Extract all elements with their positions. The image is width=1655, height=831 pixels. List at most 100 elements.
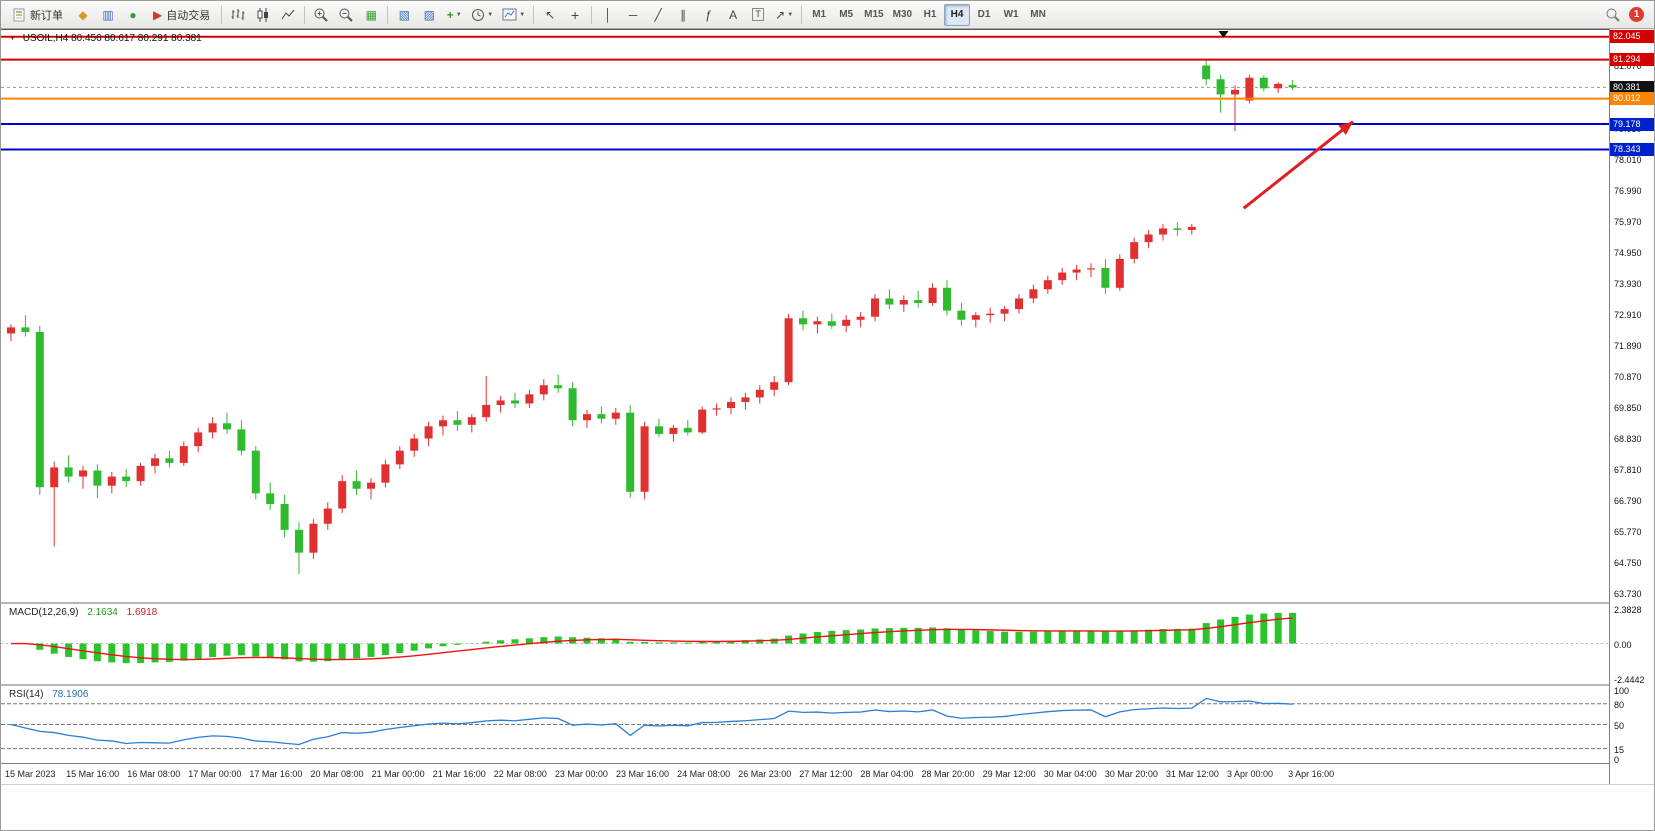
macd-value-signal: 1.6918 <box>126 607 158 618</box>
clock-icon <box>472 8 485 21</box>
data-window-button[interactable]: ▥ <box>96 4 120 26</box>
rsi-panel[interactable] <box>1 686 1609 763</box>
indicators-button[interactable]: + ▼ <box>442 4 466 26</box>
bar-chart-icon <box>231 8 245 20</box>
panel-separator[interactable] <box>1 684 1654 686</box>
toolbar-separator <box>304 5 306 24</box>
timeframe-h1-button[interactable]: H1 <box>923 9 937 20</box>
main-chart[interactable] <box>1 29 1609 602</box>
crosshair-icon: + <box>571 6 580 23</box>
macd-value-main: 2.1634 <box>87 607 118 618</box>
time-axis-label: 31 Mar 12:00 <box>1165 769 1219 779</box>
navigator-button[interactable]: ● <box>121 4 145 26</box>
time-axis-label: 15 Mar 2023 <box>5 769 56 779</box>
axis-tick-label: 70.870 <box>1614 372 1642 382</box>
new-order-button[interactable]: 新订单 <box>5 4 70 26</box>
panel-separator <box>1 784 1654 785</box>
timeframe-m15-button[interactable]: M15 <box>864 9 884 20</box>
shapes-button[interactable]: ↗ ▼ <box>771 4 797 26</box>
time-axis-label: 29 Mar 12:00 <box>982 769 1036 779</box>
vertical-line-button[interactable]: │ <box>596 4 620 26</box>
fibonacci-button[interactable]: ƒ <box>696 4 720 26</box>
timeframe-m1-button[interactable]: M1 <box>812 9 827 20</box>
time-axis-label: 27 Mar 12:00 <box>799 769 853 779</box>
toolbar: 新订单 ◆ ▥ ● ▶ 自动交易 ▦ ▧ ▨ + ▼ <box>1 1 1654 29</box>
search-icon[interactable] <box>1605 7 1621 23</box>
toolbar-separator <box>591 5 593 24</box>
price-line-badge: 80.012 <box>1610 92 1654 106</box>
time-axis-label: 17 Mar 00:00 <box>188 769 242 779</box>
text-tool-icon: A <box>729 7 738 22</box>
periods-button[interactable]: ▼ <box>467 4 497 26</box>
timeframe-m30-button[interactable]: M30 <box>892 9 913 20</box>
timeframe-h4-button[interactable]: H4 <box>944 3 971 26</box>
axis-tick-label: 72.910 <box>1614 309 1642 320</box>
notification-badge[interactable]: 1 <box>1629 7 1644 22</box>
panel-separator[interactable] <box>1 602 1654 604</box>
axis-tick-label: 50 <box>1614 720 1625 731</box>
text-tool-button[interactable]: A <box>721 4 745 26</box>
crosshair-button[interactable]: + <box>563 4 587 26</box>
time-axis-label: 22 Mar 08:00 <box>493 769 547 779</box>
axis-tick-label: 0.00 <box>1614 639 1632 650</box>
axis-tick-label: 81.070 <box>1614 61 1642 72</box>
arrange-windows-icon: ▧ <box>398 7 410 22</box>
axis-tick-label: 0 <box>1614 755 1620 765</box>
candlestick-chart-button[interactable] <box>251 4 275 26</box>
add-indicator-icon: + <box>446 7 454 22</box>
time-axis-label: 20 Mar 08:00 <box>310 769 364 779</box>
axis-tick-label: 80 <box>1614 699 1625 710</box>
time-axis-label: 24 Mar 08:00 <box>677 769 731 779</box>
axis-tick-label: 100 <box>1614 686 1630 696</box>
time-axis-label: 23 Mar 00:00 <box>554 769 608 779</box>
autotrading-button[interactable]: ▶ 自动交易 <box>146 4 217 26</box>
time-axis-label: 16 Mar 08:00 <box>127 769 181 779</box>
axis-tick-label: -2.4442 <box>1614 675 1645 685</box>
macd-panel[interactable] <box>1 604 1609 684</box>
axis-tick-label: 71.890 <box>1614 340 1642 351</box>
line-chart-button[interactable] <box>276 4 300 26</box>
chevron-down-icon: ▼ <box>487 11 494 18</box>
macd-name: MACD(12,26,9) <box>9 607 79 618</box>
rsi-value: 78.1906 <box>52 689 89 700</box>
templates-button[interactable]: ▼ <box>498 4 529 26</box>
rsi-name: RSI(14) <box>9 689 44 700</box>
chevron-down-icon: ▼ <box>455 11 462 18</box>
cascade-charts-button[interactable]: ▨ <box>417 4 441 26</box>
time-axis-label: 17 Mar 16:00 <box>249 769 303 779</box>
toolbar-separator <box>387 5 389 24</box>
zoom-out-button[interactable] <box>334 4 358 26</box>
rsi-label: RSI(14) 78.1906 <box>9 689 88 700</box>
timeframe-mn-button[interactable]: MN <box>1030 9 1046 20</box>
label-tool-icon: T <box>752 8 764 21</box>
market-watch-button[interactable]: ◆ <box>71 4 95 26</box>
time-axis-label: 21 Mar 16:00 <box>432 769 486 779</box>
arrange-charts-button[interactable]: ▧ <box>392 4 416 26</box>
tile-windows-button[interactable]: ▦ <box>359 4 383 26</box>
time-axis-label: 23 Mar 16:00 <box>616 769 670 779</box>
bar-chart-button[interactable] <box>226 4 250 26</box>
cursor-button[interactable]: ↖ <box>538 4 562 26</box>
cursor-icon: ↖ <box>545 7 556 22</box>
timeframe-m5-button[interactable]: M5 <box>839 9 854 20</box>
toolbar-separator <box>221 5 223 24</box>
label-tool-button[interactable]: T <box>746 4 770 26</box>
vertical-line-icon: │ <box>604 7 612 22</box>
zoom-in-button[interactable] <box>309 4 333 26</box>
autotrading-label: 自动交易 <box>166 9 211 22</box>
axis-tick-label: 74.950 <box>1614 247 1642 258</box>
shapes-icon: ↗ <box>775 7 786 22</box>
axis-tick-label: 64.750 <box>1614 558 1642 569</box>
equidistant-channel-button[interactable]: ∥ <box>671 4 695 26</box>
time-axis[interactable]: 15 Mar 2023 15 Mar 16:00 16 Mar 08:00 17 Ma… <box>1 764 1609 784</box>
price-scale[interactable]: 81.07079.03078.01076.99075.97074.95073.9… <box>1609 29 1654 784</box>
trendline-button[interactable]: ╱ <box>646 4 670 26</box>
axis-tick-label: 68.830 <box>1614 434 1642 445</box>
horizontal-line-button[interactable]: ─ <box>621 4 645 26</box>
timeframe-d1-button[interactable]: D1 <box>977 9 991 20</box>
timeframe-w1-button[interactable]: W1 <box>1003 9 1019 20</box>
price-line-badge: 79.178 <box>1610 117 1654 131</box>
fibonacci-icon: ƒ <box>704 7 712 22</box>
price-line-badge: 78.343 <box>1610 142 1654 156</box>
